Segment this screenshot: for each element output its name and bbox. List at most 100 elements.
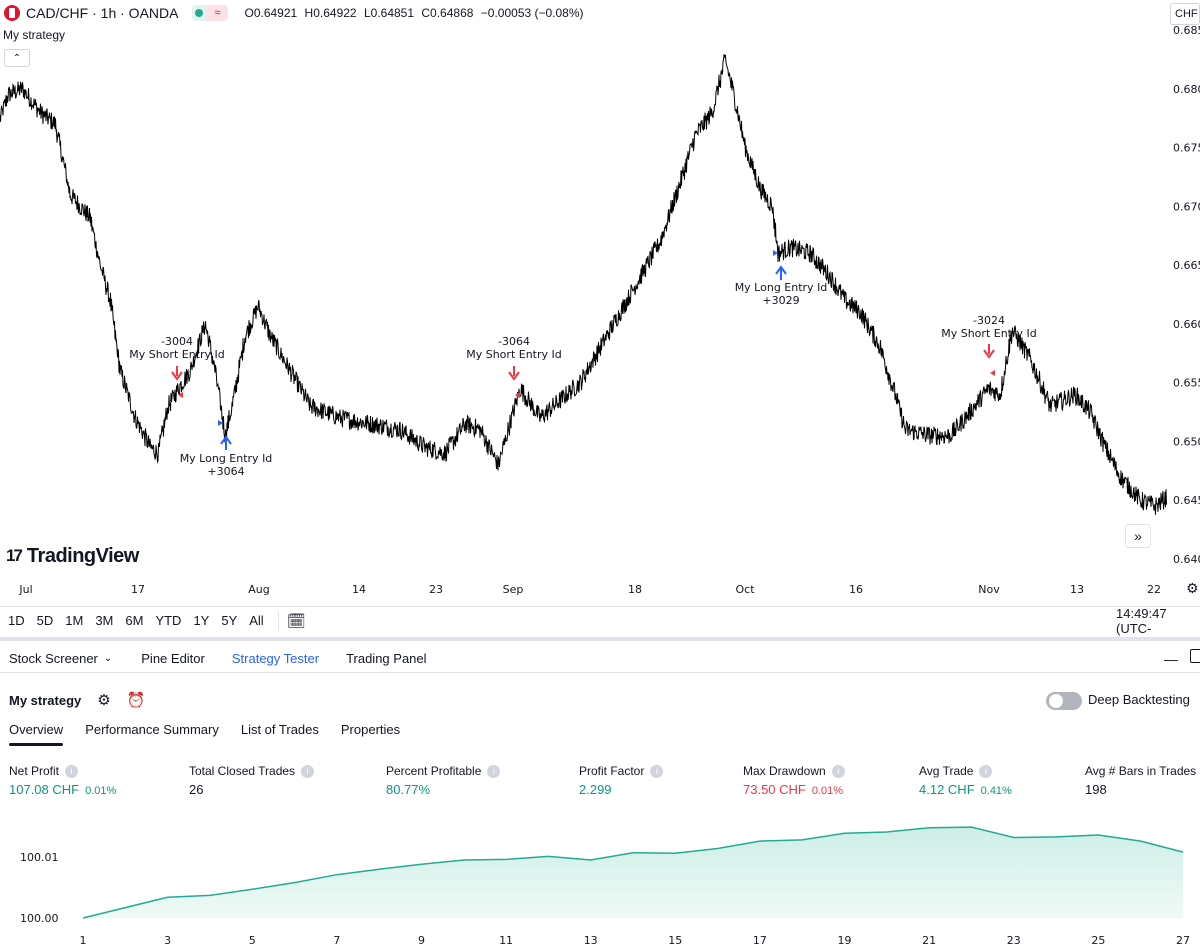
equity-x-label: 23 (1007, 934, 1021, 947)
strategy-legend-label[interactable]: My strategy (3, 28, 66, 42)
equity-x-label: 1 (80, 934, 87, 947)
time-scale-label: 14 (352, 583, 366, 596)
symbol-title[interactable]: CAD/CHF · 1h · OANDA (26, 5, 179, 21)
time-scale-label: 13 (1070, 583, 1084, 596)
equity-y-label: 100.01 (20, 851, 59, 864)
symbol-logo-icon (4, 5, 20, 21)
maximize-panel-icon[interactable] (1190, 649, 1200, 663)
time-scale-label: 17 (131, 583, 145, 596)
time-scale-label: 18 (628, 583, 642, 596)
minimize-panel-icon[interactable]: — (1164, 651, 1178, 667)
down-arrow-head (508, 371, 520, 381)
metric-profit-factor: Profit Factor i 2.299 (579, 764, 664, 797)
equity-x-label: 17 (753, 934, 767, 947)
equity-x-label: 3 (164, 934, 171, 947)
range-1y[interactable]: 1Y (193, 613, 210, 628)
up-arrow-head (220, 435, 232, 445)
trade-pnl-label: -3064 (498, 335, 530, 348)
subtab-properties[interactable]: Properties (340, 722, 401, 737)
deep-backtesting-label: Deep Backtesting (1088, 692, 1190, 707)
trade-pnl-label: -3004 (161, 335, 193, 348)
tradingview-logo[interactable]: 17 TradingView (6, 545, 139, 567)
entry-flag-icon (218, 420, 223, 426)
metric-value: 107.08 CHF (9, 782, 80, 797)
metric-value: 2.299 (579, 782, 612, 797)
time-scale-label: Nov (978, 583, 1000, 596)
time-scale-label: Sep (503, 583, 524, 596)
scroll-to-realtime-button[interactable]: » (1125, 524, 1151, 548)
price-scale-label: 0.655 (1173, 377, 1200, 390)
equity-x-label: 25 (1091, 934, 1105, 947)
range-all[interactable]: All (249, 613, 264, 628)
price-chart[interactable]: 0.685 0.680 0.675 0.670 0.665 0.660 0.655 0.650… (0, 0, 1200, 606)
trade-pnl-label: +3029 (762, 294, 799, 307)
tradingview-mark-icon: 17 (6, 546, 23, 565)
tab-strategy-tester[interactable]: Strategy Tester (231, 651, 320, 666)
info-icon[interactable]: i (487, 764, 501, 778)
range-ytd[interactable]: YTD (155, 613, 182, 628)
metric-percent: 0.41% (980, 785, 1012, 797)
info-icon[interactable]: i (301, 764, 315, 778)
equity-x-label: 11 (499, 934, 513, 947)
metric-total-closed-trades: Total Closed Trades i 26 (189, 764, 315, 797)
strategy-subtabs: Overview Performance Summary List of Tra… (0, 718, 1200, 746)
trade-pnl-label: +3064 (207, 465, 244, 478)
trade-entry-label: My Short Entry Id (941, 327, 1037, 340)
trade-marker[interactable]: My Long Entry Id+3064 (180, 420, 273, 478)
alarm-clock-icon[interactable]: ⏰ (126, 692, 146, 709)
price-scale-label: 0.670 (1173, 200, 1200, 213)
panel-resize-handle[interactable] (0, 637, 1200, 641)
info-icon[interactable]: i (650, 764, 664, 778)
tab-stock-screener[interactable]: Stock Screener (9, 651, 98, 666)
currency-button[interactable]: CHF (1170, 3, 1200, 25)
double-chevron-right-icon: » (1134, 528, 1142, 544)
equity-area (83, 827, 1183, 919)
equity-x-label: 27 (1176, 934, 1190, 947)
range-3m[interactable]: 3M (95, 613, 114, 628)
entry-flag-icon (178, 392, 183, 398)
info-icon[interactable]: i (831, 764, 845, 778)
market-open-icon (192, 5, 207, 21)
market-status-badge[interactable]: ≈ (192, 5, 229, 21)
price-scale-label: 0.645 (1173, 494, 1200, 507)
entry-flag-icon (515, 392, 520, 398)
metric-avg-trade: Avg Trade i 4.12 CHF 0.41% (919, 764, 1012, 797)
tab-pine-editor[interactable]: Pine Editor (141, 651, 205, 666)
time-scale-label: Aug (248, 583, 269, 596)
subtab-performance-summary[interactable]: Performance Summary (85, 722, 219, 737)
tab-trading-panel[interactable]: Trading Panel (346, 651, 427, 666)
axis-settings-gear-icon[interactable]: ⚙ (1186, 580, 1199, 596)
calendar-icon[interactable]: 🗓 (286, 612, 306, 630)
open-value: 0.64921 (253, 6, 298, 20)
time-scale-label: Oct (735, 583, 755, 596)
trade-marker[interactable]: My Long Entry Id+3029 (735, 250, 828, 307)
trade-pnl-label: -3024 (973, 314, 1005, 327)
equity-x-label: 21 (922, 934, 936, 947)
range-5d[interactable]: 5D (36, 613, 54, 628)
time-scale-label: 16 (849, 583, 863, 596)
clock-display[interactable]: 14:49:47 (UTC- (1116, 605, 1167, 636)
metric-avg-bars: Avg # Bars in Trades 198 (1085, 764, 1197, 797)
subtab-list-of-trades[interactable]: List of Trades (240, 722, 319, 737)
range-6m[interactable]: 6M (125, 613, 144, 628)
range-5y[interactable]: 5Y (221, 613, 238, 628)
strategy-title: My strategy (9, 692, 82, 708)
entry-flag-icon (773, 250, 778, 256)
settings-gear-icon[interactable]: ⚙ (97, 692, 111, 709)
metric-max-drawdown: Max Drawdown i 73.50 CHF 0.01% (743, 764, 845, 797)
chevron-down-icon[interactable]: ⌄ (103, 653, 113, 664)
price-scale-label: 0.675 (1173, 142, 1200, 155)
collapse-legend-button[interactable]: ⌃ (4, 49, 30, 67)
info-icon[interactable]: i (979, 764, 993, 778)
range-1m[interactable]: 1M (65, 613, 84, 628)
deep-backtesting-toggle[interactable] (1046, 692, 1082, 710)
subtab-overview[interactable]: Overview (9, 718, 64, 746)
bottom-panel-tabs: Stock Screener ⌄ Pine Editor Strategy Te… (0, 645, 1200, 673)
info-icon[interactable]: i (65, 764, 79, 778)
price-scale-label: 0.650 (1173, 435, 1200, 448)
range-1d[interactable]: 1D (8, 613, 25, 628)
